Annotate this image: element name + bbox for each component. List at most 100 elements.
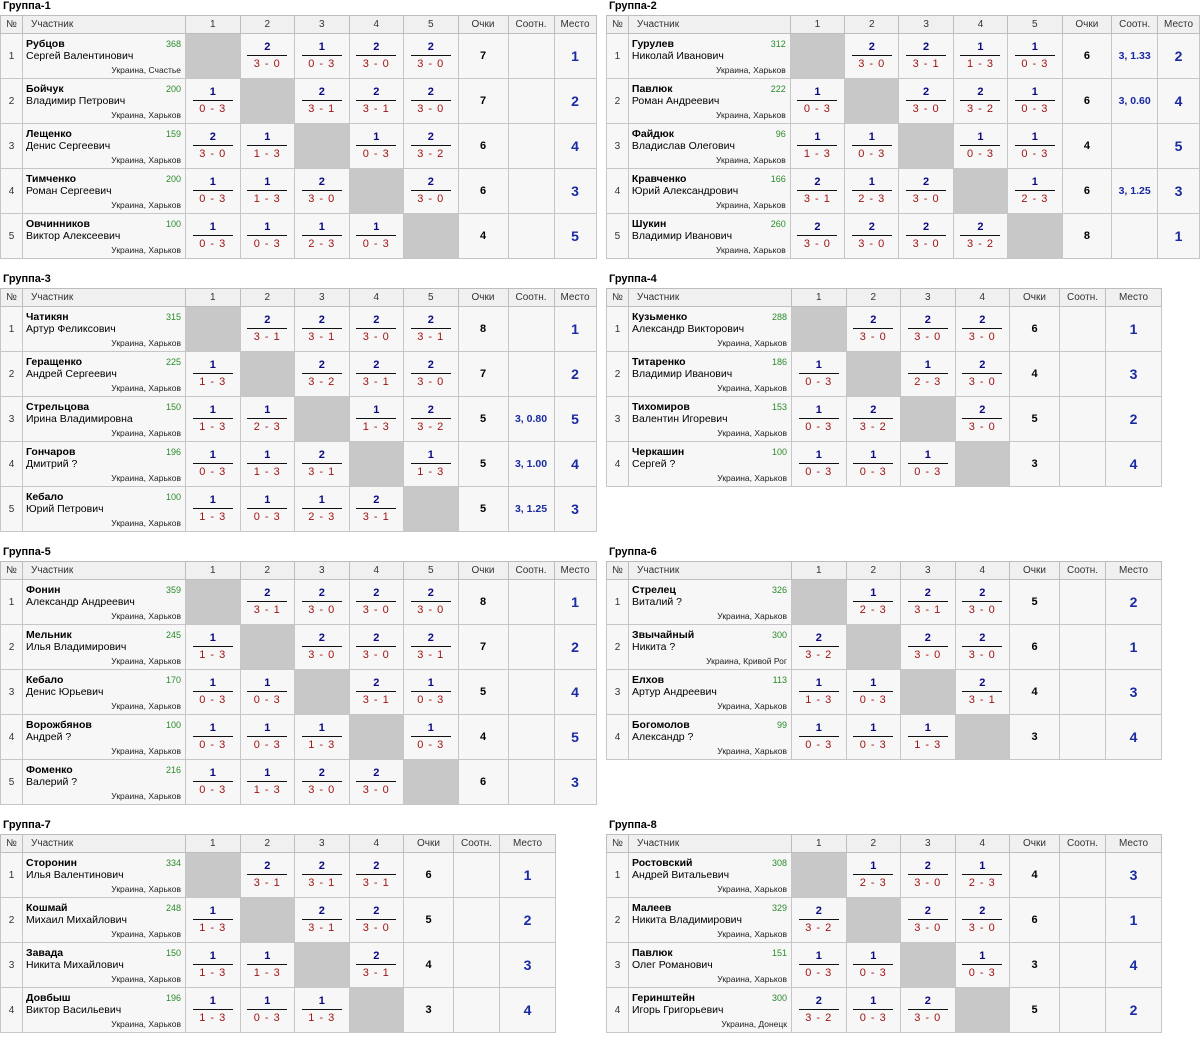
player-surname[interactable]: Чатикян	[26, 311, 69, 323]
match-sets: 3 - 0	[968, 421, 996, 433]
match-sets: 3 - 2	[417, 148, 445, 160]
player-surname[interactable]: Довбыш	[26, 992, 71, 1004]
group-table: № Участник 1 2 3 4 5 Очки Соотн. Место 1 Фонин Алекс…	[0, 561, 597, 805]
match-score: 1 0 - 3	[247, 677, 288, 707]
match-cell: 2 3 - 1	[294, 897, 350, 943]
player-surname[interactable]: Черкашин	[632, 446, 685, 458]
player-surname[interactable]: Фоменко	[26, 764, 73, 776]
match-sets: 3 - 1	[362, 967, 390, 979]
match-score: 2 3 - 0	[356, 905, 397, 935]
player-surname[interactable]: Звычайный	[632, 629, 695, 641]
player-surname[interactable]: Овчинников	[26, 218, 90, 230]
header-row: № Участник 1 2 3 4 5 Очки Соотн. Место	[0, 561, 597, 580]
match-score: 1 0 - 3	[192, 722, 233, 752]
player-surname[interactable]: Гурулев	[631, 38, 674, 50]
player-ratio	[1111, 213, 1159, 259]
row-number: 2	[606, 351, 629, 397]
player-surname[interactable]: Елхов	[632, 674, 665, 686]
player-points: 4	[1009, 852, 1060, 898]
col-opponent-2: 2	[845, 561, 901, 580]
group-5: Группа-5 № Участник 1 2 3 4 5 Очки Соотн. Место 1 Фо…	[0, 546, 597, 805]
player-location: Украина, Харьков	[111, 155, 181, 165]
table-row: 3 Павлюк Олег Романович 151 Украина, Харьков…	[606, 942, 1162, 988]
match-score: 2 3 - 0	[410, 176, 451, 206]
match-score: 2 3 - 1	[301, 449, 342, 479]
player-name: Николай Иванович	[631, 50, 724, 62]
player-surname[interactable]: Стрельцова	[26, 401, 90, 413]
match-cell: 1 2 - 3	[1007, 168, 1063, 214]
match-sets: 3 - 1	[362, 694, 390, 706]
player-surname[interactable]: Малеев	[632, 902, 672, 914]
player-surname[interactable]: Шукин	[631, 218, 667, 230]
col-ratio: Соотн.	[1059, 288, 1106, 307]
player-rating: 308	[771, 858, 787, 868]
player-surname[interactable]: Ворожбянов	[26, 719, 92, 731]
header-row: № Участник 1 2 3 4 5 Очки Соотн. Место	[0, 15, 597, 34]
player-info: Шукин Владимир Иванович 260 Украина, Харько…	[629, 214, 790, 258]
match-points: 1	[192, 359, 233, 374]
player-surname[interactable]: Геринштейн	[632, 992, 695, 1004]
player-surname[interactable]: Бойчук	[26, 83, 64, 95]
player-surname[interactable]: Кебало	[26, 491, 64, 503]
player-surname[interactable]: Тимченко	[26, 173, 77, 185]
match-points: 1	[797, 131, 838, 146]
match-cell: 1 0 - 3	[348, 213, 404, 259]
row-number: 1	[0, 306, 23, 352]
player-rating: 312	[770, 39, 786, 49]
match-sets: 2 - 3	[308, 511, 336, 523]
col-points: Очки	[1009, 288, 1060, 307]
player-surname[interactable]: Гончаров	[26, 446, 76, 458]
player-cell: Черкашин Сергей ? 100 Украина, Харьков	[628, 441, 792, 487]
player-surname[interactable]: Кравченко	[631, 173, 687, 185]
match-cell: 2 3 - 0	[954, 396, 1010, 442]
match-points: 2	[960, 221, 1001, 236]
match-score: 2 3 - 0	[962, 314, 1003, 344]
player-ratio	[507, 624, 555, 670]
row-number: 5	[0, 213, 23, 259]
match-score: 2 3 - 0	[962, 905, 1003, 935]
row-number: 2	[0, 78, 23, 124]
match-sets: 3 - 1	[417, 649, 445, 661]
table-row: 1 Сторонин Илья Валентинович 334 Украина, Ха…	[0, 852, 556, 898]
player-surname[interactable]: Фонин	[26, 584, 61, 596]
player-surname[interactable]: Лещенко	[26, 128, 72, 140]
match-cell: 1 0 - 3	[845, 987, 901, 1033]
match-points: 2	[907, 860, 948, 875]
table-row: 2 Геращенко Андрей Сергеевич 225 Украина, Ха…	[0, 351, 597, 397]
match-sets: 2 - 3	[858, 193, 886, 205]
player-name: Игорь Григорьевич	[632, 1004, 724, 1016]
self-cell	[954, 987, 1010, 1033]
player-surname[interactable]: Богомолов	[632, 719, 690, 731]
player-surname[interactable]: Кебало	[26, 674, 64, 686]
player-surname[interactable]: Кузьменко	[632, 311, 688, 323]
match-points: 1	[851, 131, 892, 146]
group-title: Группа-5	[3, 546, 51, 558]
match-points: 1	[798, 950, 839, 965]
match-cell: 2 3 - 0	[348, 759, 404, 805]
match-sets: 3 - 0	[858, 58, 886, 70]
player-surname[interactable]: Стрелец	[632, 584, 676, 596]
player-place: 2	[553, 624, 597, 670]
player-surname[interactable]: Павлюк	[632, 947, 673, 959]
player-surname[interactable]: Завада	[26, 947, 64, 959]
player-surname[interactable]: Тихомиров	[632, 401, 690, 413]
match-score: 1 0 - 3	[247, 494, 288, 524]
player-surname[interactable]: Файдюк	[631, 128, 675, 140]
match-score: 2 3 - 0	[301, 587, 342, 617]
player-surname[interactable]: Титаренко	[632, 356, 686, 368]
table-row: 4 Гончаров Дмитрий ? 196 Украина, Харьков 1 0 …	[0, 441, 597, 487]
player-place: 1	[1105, 306, 1162, 352]
player-surname[interactable]: Кошмай	[26, 902, 68, 914]
player-place: 3	[1157, 168, 1200, 214]
match-cell: 1 1 - 3	[185, 486, 241, 532]
player-name: Никита ?	[632, 641, 676, 653]
player-surname[interactable]: Мельник	[26, 629, 72, 641]
self-cell	[239, 351, 295, 397]
player-surname[interactable]: Рубцов	[26, 38, 65, 50]
player-surname[interactable]: Сторонин	[26, 857, 77, 869]
row-number: 2	[0, 624, 23, 670]
match-cell: 2 3 - 0	[789, 213, 846, 259]
player-surname[interactable]: Ростовский	[632, 857, 693, 869]
player-surname[interactable]: Геращенко	[26, 356, 83, 368]
player-surname[interactable]: Павлюк	[631, 83, 673, 95]
